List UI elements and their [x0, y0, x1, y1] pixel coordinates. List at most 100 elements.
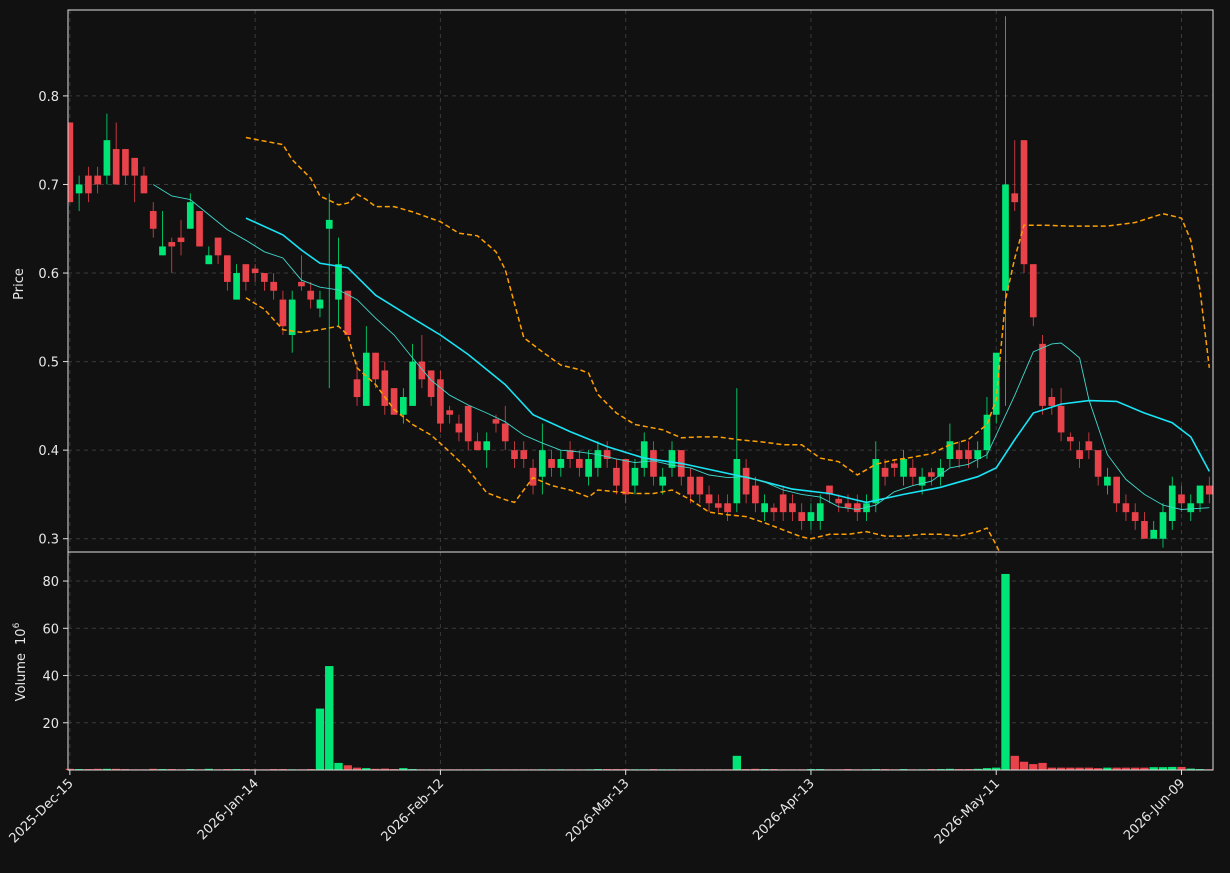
candle-body [1076, 450, 1083, 460]
candle-body [594, 450, 602, 468]
price-plot [68, 10, 1213, 552]
y-tick-label: 0.5 [38, 356, 59, 371]
y-tick-label: 0.8 [38, 90, 59, 105]
candle-body [798, 512, 806, 522]
candle-body [742, 467, 750, 495]
y-tick-label: 0.7 [38, 178, 59, 193]
candle-body [298, 281, 305, 287]
candle-body [928, 472, 935, 477]
volume-bar [1121, 767, 1131, 770]
candle-body [853, 503, 861, 513]
candle-body [1002, 184, 1009, 291]
candle-body [1168, 485, 1176, 522]
candle-body [770, 507, 778, 513]
y-tick-label: 40 [42, 670, 59, 685]
candle-body [622, 459, 630, 495]
candle-body [872, 459, 880, 504]
candle-body [1159, 512, 1167, 539]
candle-body [149, 211, 157, 229]
candle-body [316, 299, 324, 309]
candle-body [714, 503, 722, 508]
candle-body [390, 388, 398, 415]
candle-body [761, 503, 768, 513]
candle-body [112, 149, 120, 185]
volume-bar [1112, 767, 1121, 770]
y-tick-label: 60 [42, 622, 59, 637]
volume-bar [1010, 755, 1019, 770]
candle-body [955, 450, 963, 460]
candle-body [372, 352, 379, 380]
candle-body [224, 255, 231, 282]
candle-body [177, 237, 185, 243]
candle-body [576, 459, 583, 468]
candle-body [1048, 397, 1056, 406]
candle-body [890, 463, 898, 468]
candle-body [353, 379, 361, 398]
y-axis-label: Price [12, 268, 27, 300]
candle-body [603, 450, 611, 460]
volume-bar [732, 755, 742, 770]
candle-body [381, 370, 389, 406]
candle-body [409, 361, 416, 406]
candle-body [1067, 436, 1074, 442]
volume-bar [982, 768, 992, 770]
y-axis-label: Volume [14, 653, 29, 701]
volume-bar [93, 768, 102, 770]
candle-body [400, 397, 407, 415]
candle-body [1039, 343, 1046, 406]
candle-body [909, 467, 917, 477]
volume-bar [149, 768, 158, 770]
candle-body [965, 450, 972, 460]
volume-bar [1029, 764, 1038, 770]
volume-bar [973, 768, 982, 770]
volume-bar [1066, 767, 1075, 770]
candle-body [631, 467, 639, 486]
candle-body [261, 273, 268, 282]
candle-body [992, 352, 1000, 415]
candle-body [418, 361, 426, 380]
volume-bar [399, 768, 408, 770]
volume-bar [1038, 762, 1047, 770]
candle-body [214, 237, 222, 256]
candle-body [325, 219, 333, 229]
volume-bar [1084, 767, 1094, 770]
volume-bar [1168, 766, 1177, 770]
y-tick-label: 0.6 [38, 267, 59, 282]
candle-body [1011, 193, 1019, 203]
candle-body [344, 290, 352, 336]
candle-body [687, 476, 694, 495]
candle-body [789, 503, 796, 513]
candle-body [94, 175, 101, 185]
candle-body [650, 450, 657, 477]
candle-body [159, 246, 166, 256]
candle-body [437, 379, 444, 424]
candle-body [464, 405, 472, 442]
volume-bar [112, 768, 121, 770]
volume-bar [352, 767, 362, 770]
volume-bar [1103, 767, 1112, 770]
candle-body [705, 494, 713, 504]
volume-bar [1075, 767, 1084, 770]
candle-body [279, 299, 287, 327]
candle-body [640, 441, 648, 468]
candle-body [1029, 264, 1037, 318]
y-tick-label: 0.4 [38, 444, 59, 459]
volume-bar [1056, 767, 1066, 770]
band-line [245, 297, 1001, 552]
candle-body [1085, 441, 1093, 451]
band-line [245, 136, 1211, 476]
y-tick-label: 80 [42, 575, 59, 590]
candle-body [668, 450, 676, 468]
candle-body [270, 281, 277, 291]
candle-body [455, 423, 463, 433]
candle-body [538, 450, 546, 477]
candle-body [835, 498, 843, 504]
candle-body [816, 503, 824, 522]
candle-body [140, 175, 148, 194]
volume-bar [65, 768, 75, 770]
candle-body [807, 512, 815, 522]
candle-body [122, 149, 129, 176]
volume-bar [325, 666, 334, 770]
volume-frame [67, 551, 1214, 771]
candle-body [501, 423, 509, 442]
